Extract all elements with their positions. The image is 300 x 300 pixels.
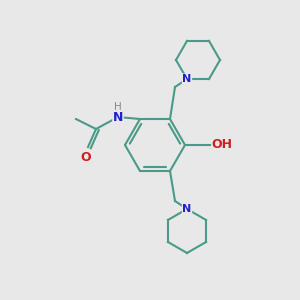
Text: H: H (114, 102, 122, 112)
Text: N: N (182, 74, 192, 84)
Text: OH: OH (211, 139, 232, 152)
Text: N: N (113, 110, 123, 124)
Text: O: O (81, 151, 91, 164)
Text: N: N (182, 204, 192, 214)
